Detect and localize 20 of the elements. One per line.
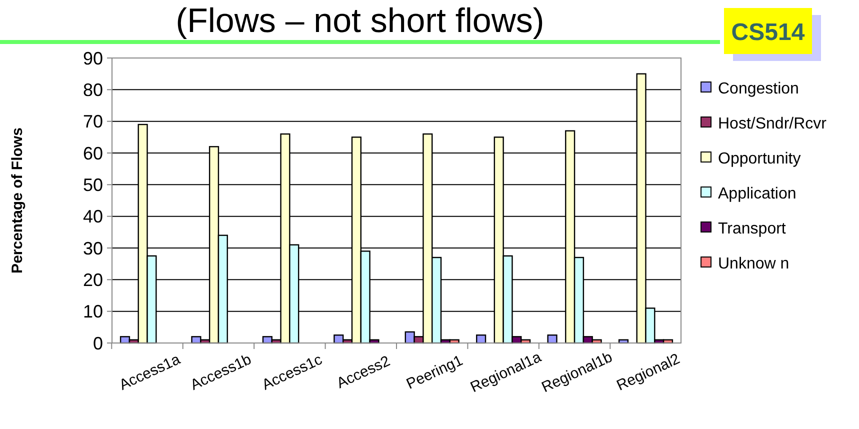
legend-label: Host/Sndr/Rcvr	[718, 116, 828, 133]
y-tick-label: 20	[82, 270, 103, 290]
y-tick-label: 50	[82, 174, 103, 195]
legend-label: Unknow n	[718, 256, 790, 273]
y-tick-label: 70	[82, 112, 103, 132]
legend-label: Transport	[718, 220, 786, 238]
legend-label: Application	[718, 186, 796, 203]
y-tick-label: 10	[82, 302, 103, 322]
y-axis-title: Percentage of Flows	[9, 128, 26, 274]
text: CS514	[731, 19, 806, 46]
bar	[547, 334, 558, 344]
y-tick-label: 30	[82, 238, 103, 258]
y-tick-label: 90	[82, 48, 103, 68]
legend-label: Congestion	[718, 80, 799, 98]
y-tick-label: 0	[92, 333, 103, 354]
y-tick-label: 60	[82, 143, 103, 164]
chart-title: (Flows – not short flows)	[176, 2, 544, 40]
y-tick-label: 40	[82, 206, 103, 227]
y-tick-label: 80	[82, 80, 103, 100]
legend-label: Opportunity	[718, 150, 801, 168]
